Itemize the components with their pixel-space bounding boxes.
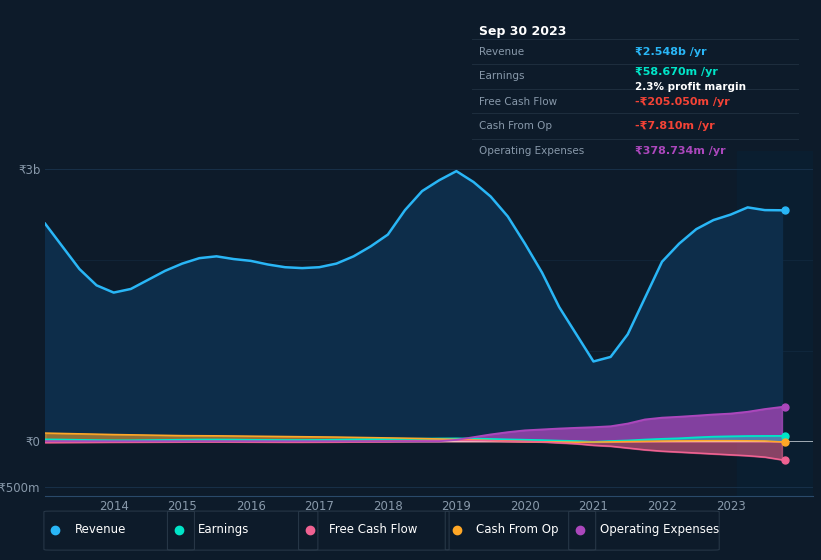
Text: Earnings: Earnings bbox=[479, 72, 524, 81]
Text: Operating Expenses: Operating Expenses bbox=[479, 146, 584, 156]
Text: Revenue: Revenue bbox=[75, 523, 126, 536]
Bar bbox=[737, 151, 813, 496]
Text: Free Cash Flow: Free Cash Flow bbox=[479, 96, 557, 106]
Text: Cash From Op: Cash From Op bbox=[476, 523, 558, 536]
Text: ₹2.548b /yr: ₹2.548b /yr bbox=[635, 47, 707, 57]
Text: Earnings: Earnings bbox=[199, 523, 250, 536]
Text: Cash From Op: Cash From Op bbox=[479, 122, 552, 131]
Text: Free Cash Flow: Free Cash Flow bbox=[329, 523, 418, 536]
Text: Operating Expenses: Operating Expenses bbox=[599, 523, 719, 536]
Text: Sep 30 2023: Sep 30 2023 bbox=[479, 25, 566, 38]
Text: ₹58.670m /yr: ₹58.670m /yr bbox=[635, 67, 718, 77]
Text: Revenue: Revenue bbox=[479, 47, 524, 57]
Text: -₹205.050m /yr: -₹205.050m /yr bbox=[635, 96, 730, 106]
Text: -₹7.810m /yr: -₹7.810m /yr bbox=[635, 122, 715, 131]
Text: ₹378.734m /yr: ₹378.734m /yr bbox=[635, 146, 726, 156]
Text: 2.3% profit margin: 2.3% profit margin bbox=[635, 82, 746, 92]
